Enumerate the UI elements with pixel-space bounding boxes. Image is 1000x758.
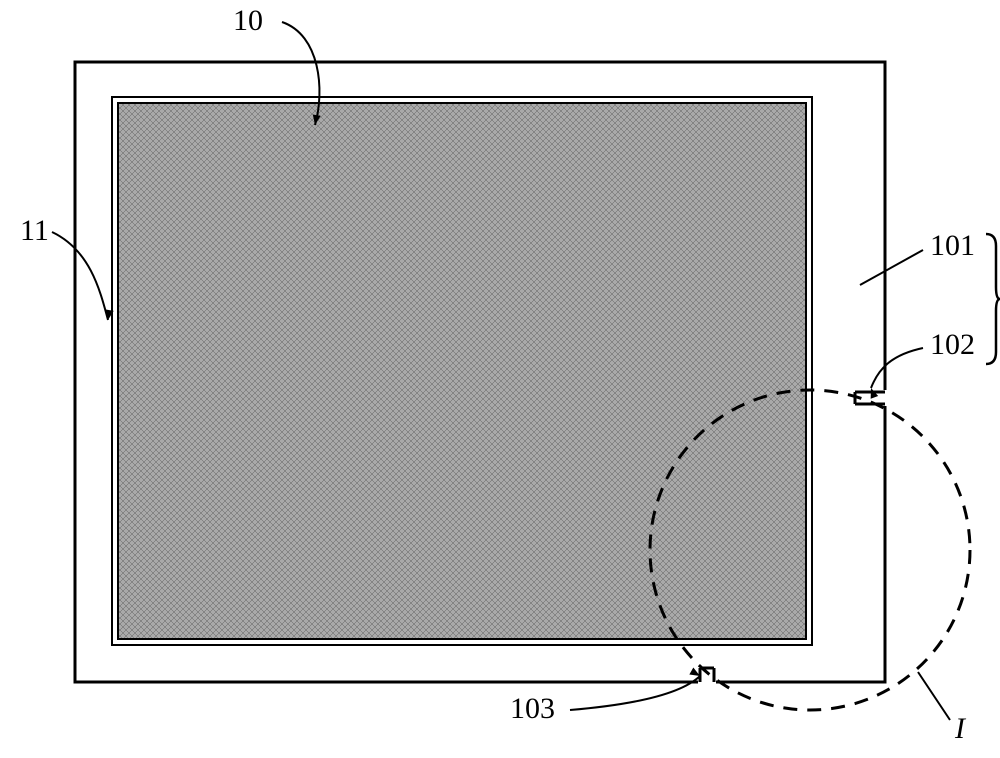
label-I: I	[918, 672, 967, 745]
label-text-10: 10	[233, 4, 263, 37]
label-text-102: 102	[930, 328, 975, 361]
label-11: 11	[20, 214, 108, 320]
label-102: 102	[871, 328, 975, 388]
label-101: 101	[860, 229, 975, 285]
label-text-11: 11	[20, 214, 49, 247]
label-text-101: 101	[930, 229, 975, 262]
label-text-I: I	[954, 712, 967, 745]
inner-panel	[112, 97, 812, 645]
label-text-103: 103	[510, 692, 555, 725]
